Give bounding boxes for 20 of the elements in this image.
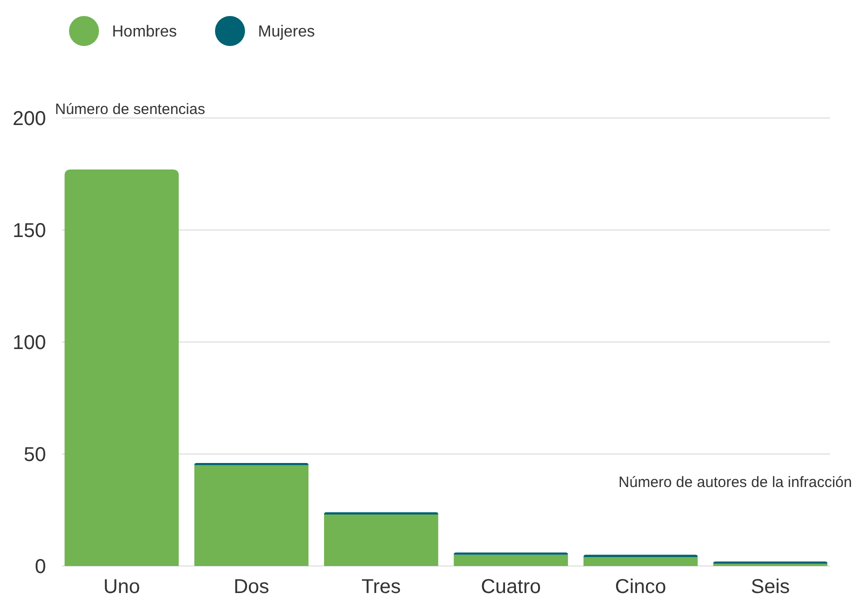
y-tick-label: 50 bbox=[24, 444, 46, 466]
x-tick-label: Dos bbox=[234, 576, 270, 598]
legend-label: Mujeres bbox=[258, 24, 315, 41]
x-tick-label: Cinco bbox=[615, 576, 666, 598]
y-tick-label: 200 bbox=[12, 108, 46, 130]
x-tick-label: Tres bbox=[362, 576, 401, 598]
x-tick-label: Uno bbox=[103, 576, 140, 598]
y-tick-label: 150 bbox=[12, 220, 46, 242]
y-axis-title: Número de sentencias bbox=[55, 101, 206, 118]
bar bbox=[584, 557, 698, 566]
y-tick-label: 0 bbox=[34, 556, 46, 578]
bar bbox=[64, 170, 179, 566]
y-tick-label: 100 bbox=[12, 332, 46, 354]
bar bbox=[454, 554, 568, 566]
x-tick-label: Cuatro bbox=[480, 576, 541, 598]
x-axis-title: Número de autores de la infracción bbox=[618, 474, 852, 491]
bar bbox=[324, 514, 438, 566]
legend-label: Hombres bbox=[112, 24, 177, 41]
x-tick-label: Seis bbox=[750, 576, 790, 598]
bar bbox=[194, 465, 308, 566]
